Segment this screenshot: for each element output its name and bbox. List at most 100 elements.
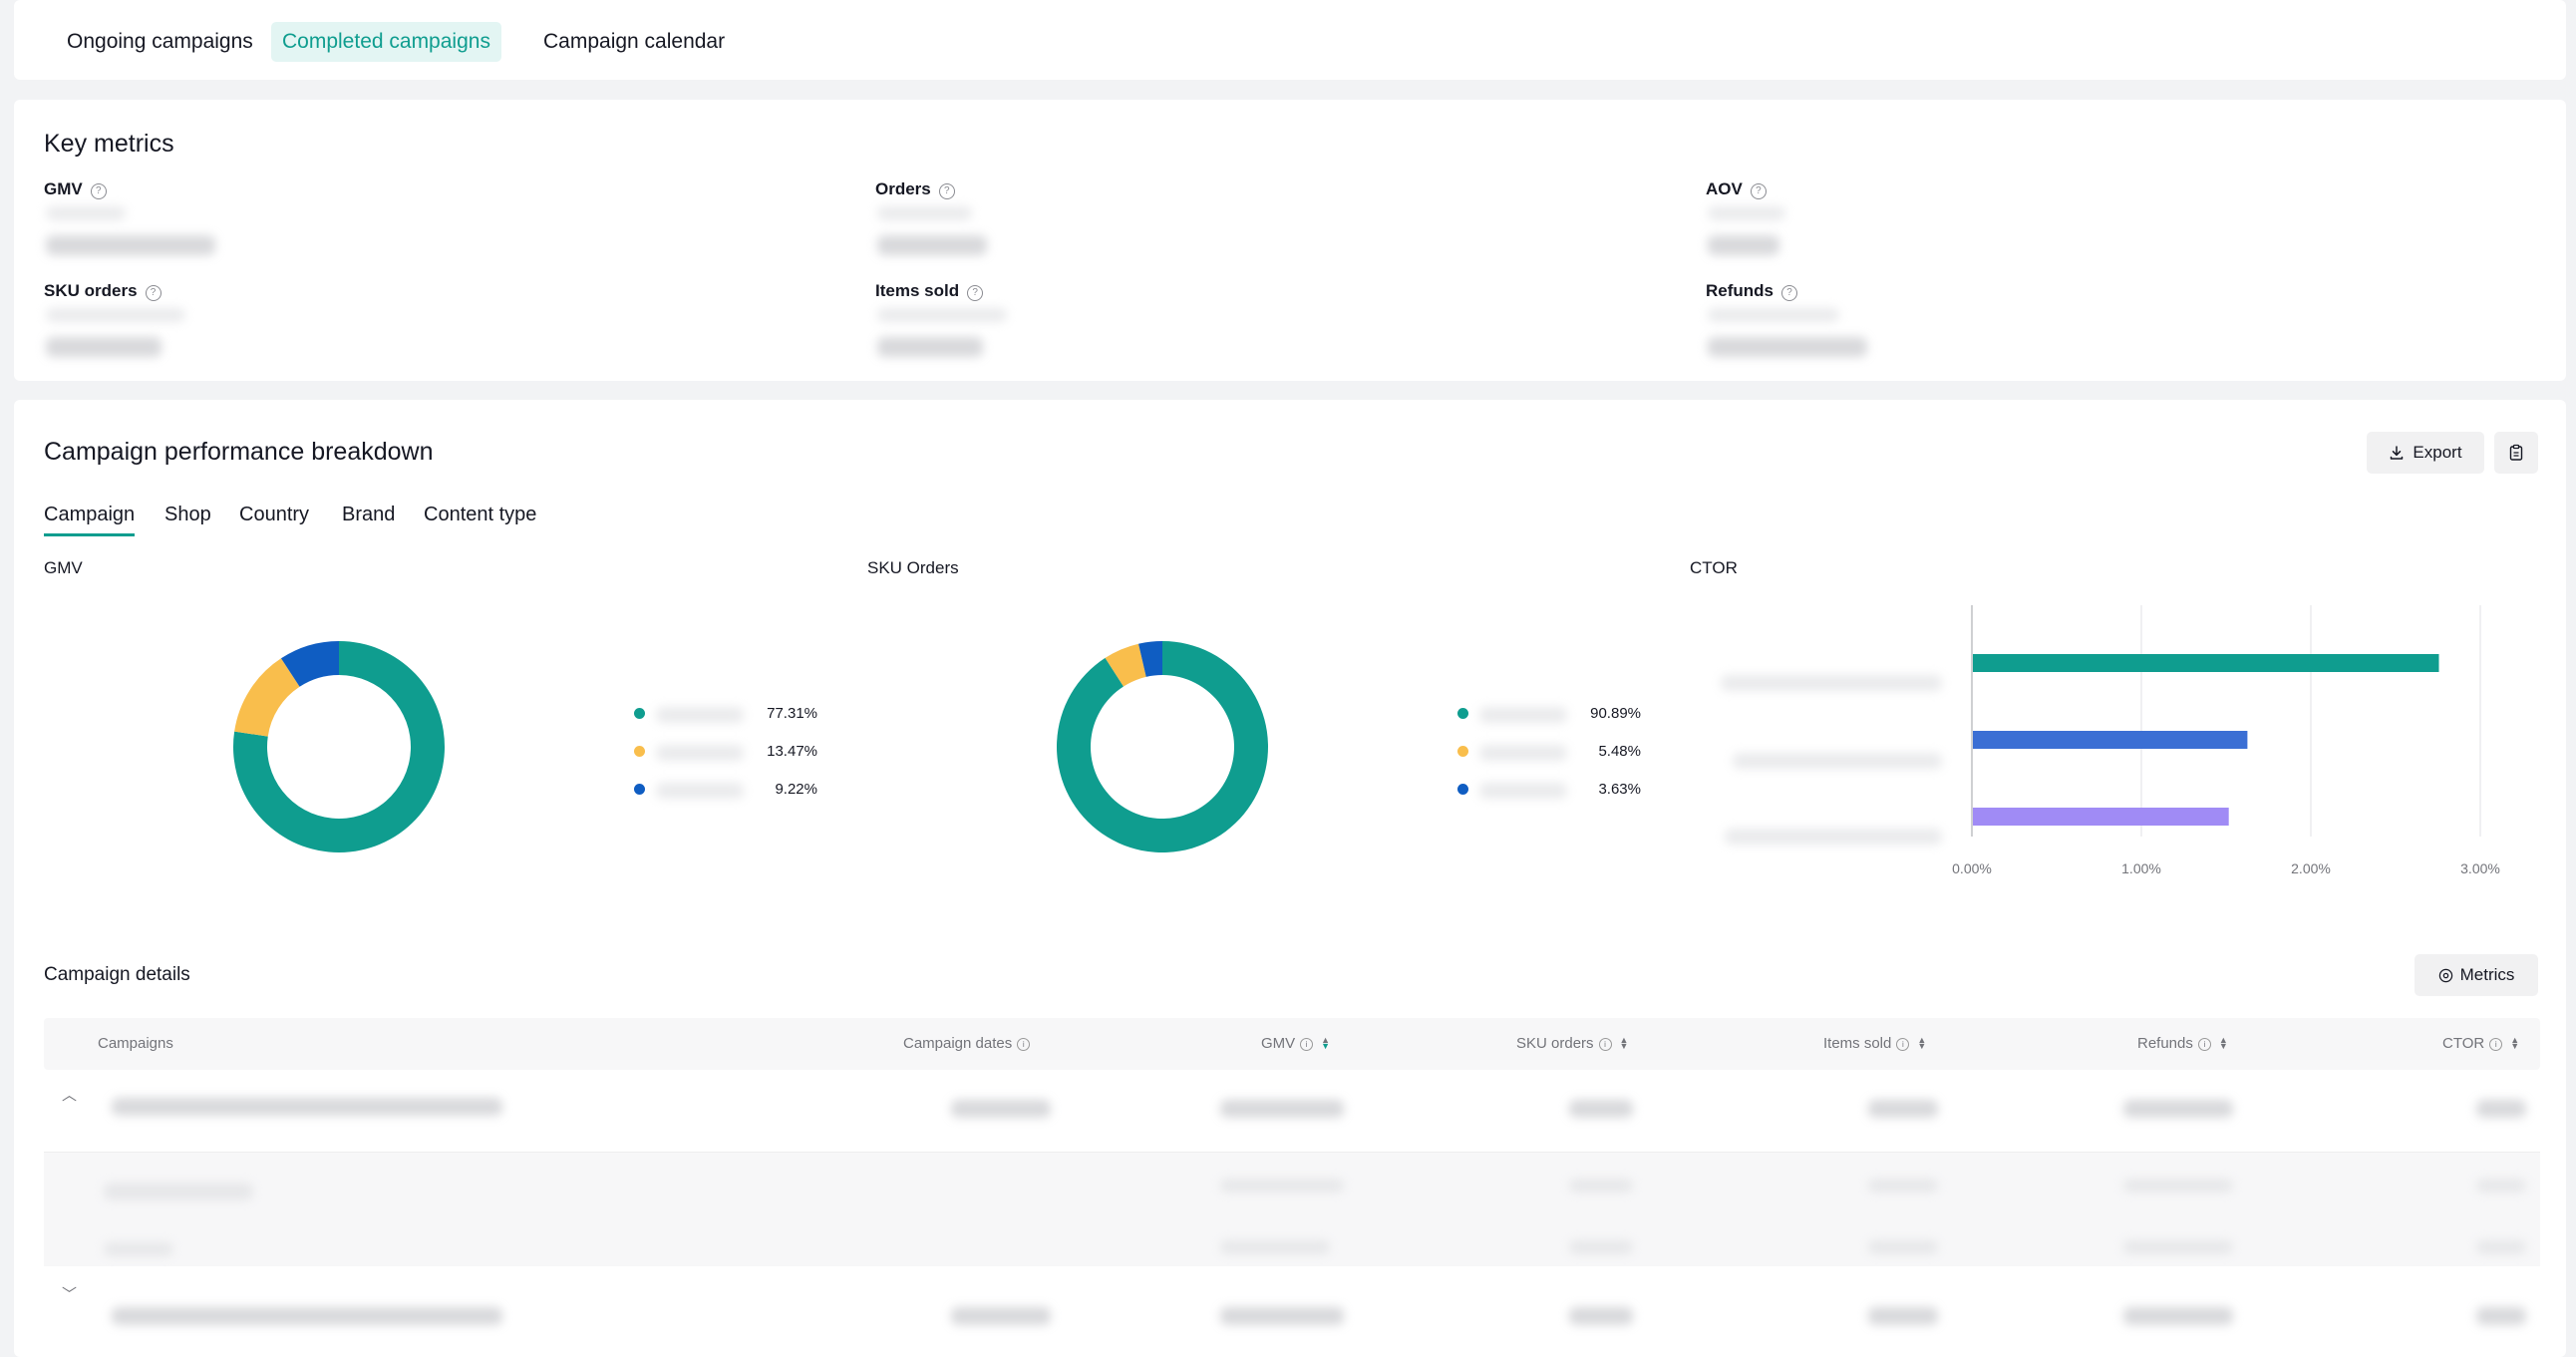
donut-slice[interactable]	[280, 641, 339, 687]
donut-slice[interactable]	[1057, 641, 1268, 852]
campaign-details-title: Campaign details	[44, 964, 190, 985]
info-icon: i	[1017, 1038, 1031, 1051]
col-label: CTOR	[2442, 1035, 2485, 1052]
legend-value: 13.47%	[767, 743, 817, 760]
sort-icon[interactable]: ▲ ▼	[1619, 1035, 1629, 1051]
clipboard-button[interactable]	[2494, 432, 2538, 474]
col-label: GMV	[1261, 1035, 1296, 1052]
sort-icon[interactable]: ▲ ▼	[1321, 1035, 1331, 1051]
key-metrics-title: Key metrics	[44, 130, 174, 158]
tab-campaign-calendar[interactable]: Campaign calendar	[543, 30, 726, 53]
metrics-button[interactable]: Metrics	[2415, 954, 2538, 996]
info-icon: i	[2489, 1038, 2503, 1051]
info-icon: i	[1896, 1038, 1910, 1051]
tab-ongoing-campaigns[interactable]: Ongoing campaigns	[67, 30, 253, 53]
help-icon[interactable]: ?	[1781, 285, 1797, 301]
sku-orders-donut-chart	[1057, 641, 1268, 852]
cell-redacted	[2476, 1179, 2526, 1192]
col-refunds[interactable]: Refunds i ▲ ▼	[2137, 1018, 2228, 1070]
download-icon	[2391, 446, 2404, 460]
legend-label-redacted	[656, 745, 744, 761]
sort-icon[interactable]: ▲ ▼	[2510, 1035, 2520, 1051]
export-button[interactable]: Export	[2367, 432, 2484, 474]
metric-label: Orders	[875, 179, 931, 198]
col-ctor[interactable]: CTOR i ▲ ▼	[2442, 1018, 2520, 1070]
donut-slice[interactable]	[1105, 643, 1146, 687]
key-metrics-card: Key metrics GMV? Orders? AOV? SKU orders…	[14, 100, 2566, 381]
chart-title-sku-orders: SKU Orders	[867, 558, 959, 577]
donut-slice[interactable]	[233, 641, 445, 852]
legend-dot	[1457, 708, 1468, 719]
cell-redacted	[2476, 1240, 2526, 1254]
table-row[interactable]	[44, 1070, 2540, 1153]
subtab-content-type[interactable]: Content type	[424, 504, 537, 525]
cell-redacted	[104, 1183, 253, 1200]
x-tick-label: 3.00%	[2460, 860, 2500, 876]
tab-completed-campaigns[interactable]: Completed campaigns	[271, 22, 501, 62]
donut-slice[interactable]	[234, 658, 300, 737]
col-gmv[interactable]: GMV i ▲ ▼	[1261, 1018, 1331, 1070]
ctor-bar[interactable]	[1973, 654, 2439, 672]
export-label: Export	[2413, 443, 2462, 462]
sort-icon[interactable]: ▲ ▼	[2218, 1035, 2228, 1051]
subtab-campaign[interactable]: Campaign	[44, 504, 136, 536]
cell-redacted	[1220, 1307, 1344, 1325]
expand-row-icon[interactable]: ﹀	[62, 1286, 78, 1303]
metric-label: SKU orders	[44, 281, 138, 300]
col-label: SKU orders	[1516, 1035, 1594, 1052]
metric-sku-orders: SKU orders?	[44, 281, 161, 301]
cell-redacted	[1220, 1179, 1344, 1192]
collapse-row-icon[interactable]: ︿	[62, 1087, 78, 1104]
legend-label-redacted	[1479, 783, 1567, 799]
metrics-label: Metrics	[2459, 965, 2515, 984]
metric-sublabel-redacted	[877, 308, 1007, 322]
cell-redacted	[1868, 1100, 1938, 1118]
help-icon[interactable]: ?	[1750, 183, 1767, 199]
metric-aov: AOV?	[1706, 179, 1767, 199]
legend-label-redacted	[1479, 745, 1567, 761]
legend-dot	[1457, 784, 1468, 795]
table-row[interactable]	[44, 1267, 2540, 1347]
breakdown-title: Campaign performance breakdown	[44, 438, 434, 466]
help-icon[interactable]: ?	[145, 285, 161, 301]
help-icon[interactable]: ?	[90, 183, 107, 199]
bar-label-redacted	[1725, 829, 1942, 845]
legend-value: 3.63%	[1598, 781, 1641, 798]
cell-redacted	[2476, 1307, 2526, 1325]
ctor-bar[interactable]	[1973, 731, 2248, 749]
donut-slice[interactable]	[1138, 641, 1162, 677]
col-sku-orders[interactable]: SKU orders i ▲ ▼	[1516, 1018, 1628, 1070]
table-header: Campaigns Campaign dates i GMV i ▲ ▼ SKU ord…	[44, 1018, 2540, 1070]
col-campaign-dates[interactable]: Campaign dates i	[903, 1018, 1031, 1070]
subtab-shop[interactable]: Shop	[164, 504, 211, 525]
ctor-bar[interactable]	[1973, 808, 2229, 826]
x-tick-label: 0.00%	[1952, 860, 1992, 876]
col-campaigns[interactable]: Campaigns	[98, 1018, 173, 1070]
cell-redacted	[112, 1098, 502, 1116]
metric-sublabel-redacted	[46, 308, 185, 322]
metric-value-redacted	[1708, 235, 1779, 255]
help-icon[interactable]: ?	[938, 183, 955, 199]
metric-label: Refunds	[1706, 281, 1773, 300]
subtab-brand[interactable]: Brand	[342, 504, 396, 525]
ctor-bar-chart: 0.00% 1.00% 2.00% 3.00%	[1952, 605, 2500, 876]
metric-label: GMV	[44, 179, 83, 198]
metric-value-redacted	[46, 337, 161, 357]
cell-redacted	[2123, 1100, 2233, 1118]
campaign-nav-bar: Ongoing campaigns Completed campaigns Ca…	[14, 0, 2566, 80]
legend-value: 77.31%	[767, 705, 817, 722]
col-label: Refunds	[2137, 1035, 2193, 1052]
cell-redacted	[1868, 1179, 1938, 1192]
col-items-sold[interactable]: Items sold i ▲ ▼	[1823, 1018, 1927, 1070]
info-icon: i	[1300, 1038, 1314, 1051]
chart-title-gmv: GMV	[44, 558, 83, 577]
sort-icon[interactable]: ▲ ▼	[1917, 1035, 1927, 1051]
cell-redacted	[112, 1307, 502, 1325]
metric-refunds: Refunds?	[1706, 281, 1797, 301]
cell-redacted	[2123, 1240, 2233, 1254]
subtab-country[interactable]: Country	[239, 504, 310, 525]
metric-sublabel-redacted	[1708, 308, 1839, 322]
help-icon[interactable]: ?	[967, 285, 984, 301]
col-label: Items sold	[1823, 1035, 1892, 1052]
clipboard-icon	[2509, 444, 2523, 461]
